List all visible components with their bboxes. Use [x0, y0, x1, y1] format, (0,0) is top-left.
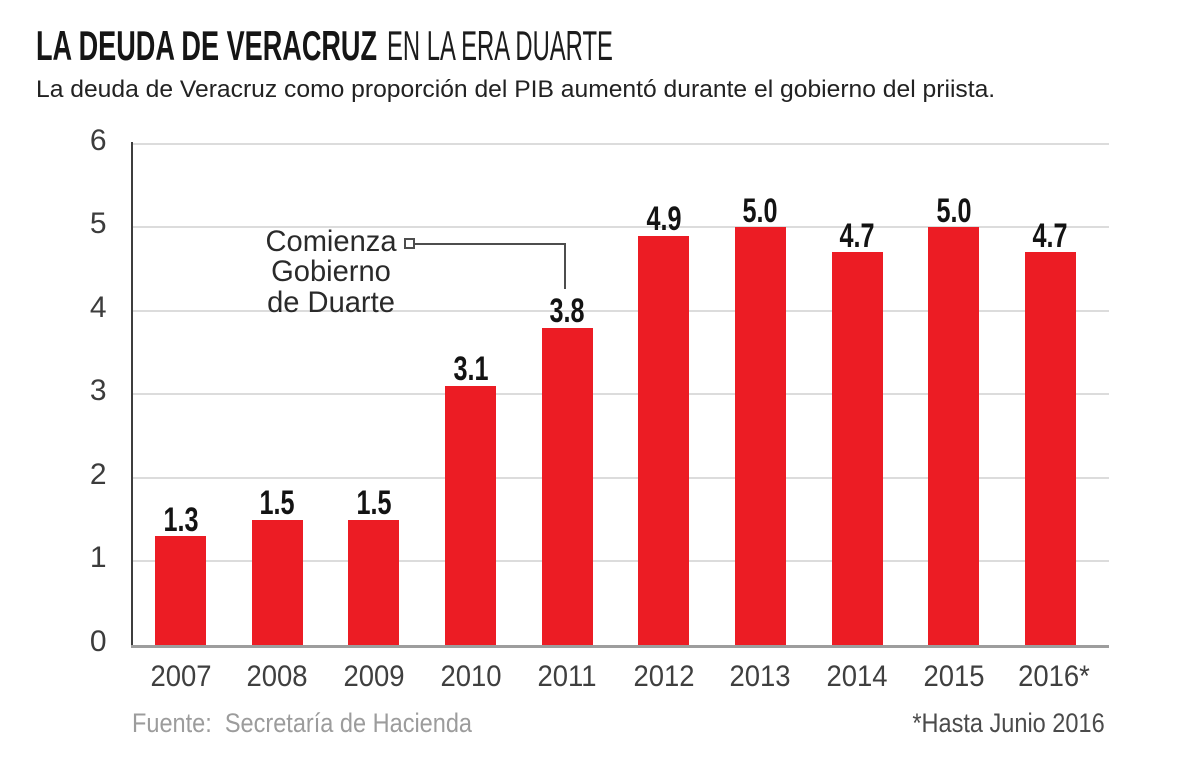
y-tick-label-1: 1	[89, 541, 107, 575]
x-tick-label-2016*: 2016*	[1018, 660, 1091, 693]
x-tick-label-2011: 2011	[537, 660, 597, 693]
y-tick-label-4: 4	[89, 290, 107, 324]
gridline-3	[130, 393, 1109, 396]
footnote: *Hasta Junio 2016	[912, 707, 1105, 738]
bar-2014	[831, 252, 883, 646]
bar-value-label-2012: 4.9	[646, 200, 682, 239]
bar-value-label-2009: 1.5	[356, 484, 392, 523]
bar-2008	[251, 519, 303, 646]
x-tick-label-2014: 2014	[826, 660, 888, 693]
annotation-marker	[404, 238, 415, 249]
bar-value-label-2014: 4.7	[839, 216, 875, 255]
x-tick-label-2007: 2007	[150, 660, 212, 693]
bar-value-label-2011: 3.8	[549, 292, 585, 330]
x-tick-label-2010: 2010	[440, 660, 502, 693]
bar-value-label-2008: 1.5	[259, 484, 295, 523]
chart-subtitle: La deuda de Veracruz como proporción del…	[36, 76, 996, 103]
bar-2015	[928, 227, 980, 646]
gridline-1	[130, 560, 1109, 563]
x-tick-label-2013: 2013	[729, 660, 791, 693]
x-tick-label-2009: 2009	[343, 660, 405, 693]
annotation-connector-h-line	[415, 242, 565, 245]
y-axis-line	[130, 142, 133, 647]
bar-value-label-2016*: 4.7	[1032, 216, 1068, 255]
y-tick-label-6: 6	[89, 123, 107, 157]
bar-2011	[541, 327, 593, 646]
bar-2013	[734, 227, 786, 646]
bar-2007	[155, 536, 207, 646]
y-tick-label-0: 0	[89, 624, 107, 658]
bar-2012	[638, 235, 690, 646]
annotation-connector-v-line	[564, 242, 567, 289]
y-tick-label-5: 5	[89, 207, 107, 241]
title-strong: LA DEUDA DE VERACRUZ	[36, 21, 378, 69]
bar-2016*	[1024, 252, 1076, 646]
gridline-6	[130, 142, 1109, 145]
annotation: Comienza Gobierno de Duarte	[234, 225, 428, 319]
y-tick-label-3: 3	[89, 374, 107, 408]
bar-2010	[445, 385, 497, 646]
x-tick-label-2015: 2015	[923, 660, 985, 693]
x-tick-label-2008: 2008	[246, 660, 308, 693]
gridline-2	[130, 476, 1109, 479]
annotation-line-1: Comienza	[265, 225, 397, 258]
y-tick-label-2: 2	[89, 457, 107, 491]
gridline-5	[130, 226, 1109, 229]
x-axis-line	[130, 645, 1109, 648]
bar-2009	[348, 519, 400, 646]
source-note: Fuente: Secretaría de Hacienda	[132, 707, 473, 738]
bar-value-label-2010: 3.1	[453, 350, 489, 389]
annotation-line-2: Gobierno	[271, 255, 391, 289]
x-tick-label-2012: 2012	[633, 660, 695, 693]
bar-value-label-2013: 5.0	[742, 191, 778, 230]
title-light: EN LA ERA DUARTE	[387, 21, 613, 69]
bar-value-label-2015: 5.0	[936, 191, 972, 230]
annotation-line-3: de Duarte	[267, 285, 395, 319]
bar-value-label-2007: 1.3	[163, 500, 199, 539]
gridline-4	[130, 309, 1109, 312]
